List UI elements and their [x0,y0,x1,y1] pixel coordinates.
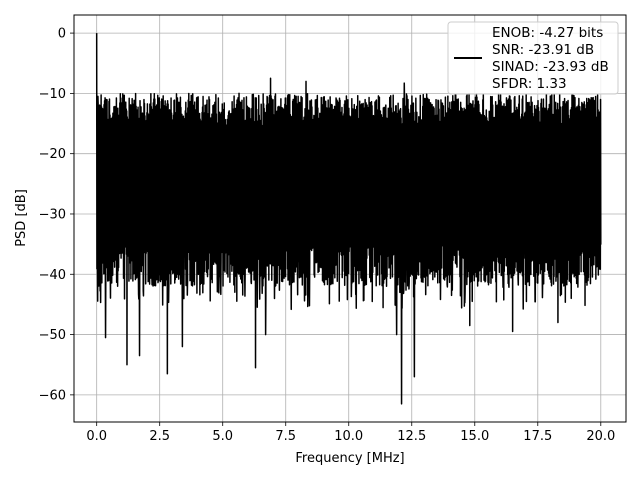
legend-line-enob: ENOB: -4.27 bits [492,25,603,41]
y-axis-label: PSD [dB] [14,189,29,247]
x-tick-label: 20.0 [586,429,615,444]
x-tick-label: 15.0 [460,429,489,444]
x-tick-label: 0.0 [86,429,107,444]
x-tick-label: 12.5 [397,429,426,444]
y-axis: 0 −10 −20 −30 −40 −50 −60 [39,27,74,403]
x-axis-label: Frequency [MHz] [295,451,404,466]
legend-line-snr: SNR: -23.91 dB [492,42,594,58]
plot-frame [73,14,627,423]
y-tick-label: −40 [39,268,66,283]
y-tick-label: 0 [58,27,66,42]
x-tick-label: 5.0 [212,429,233,444]
legend-line-sfdr: SFDR: 1.33 [492,76,567,92]
series-line-psd [95,33,602,405]
legend-box [447,21,619,95]
y-tick-label: −10 [39,87,66,102]
legend: ENOB: -4.27 bits SNR: -23.91 dB SINAD: -… [447,21,619,95]
x-tick-label: 2.5 [149,429,170,444]
x-tick-label: 17.5 [523,429,552,444]
legend-line-sinad: SINAD: -23.93 dB [492,59,609,75]
y-tick-label: −30 [39,207,66,222]
x-axis: 0.0 2.5 5.0 7.5 10.0 12.5 15.0 17.5 20.0 [86,422,615,444]
y-tick-label: −60 [39,388,66,403]
x-tick-label: 7.5 [275,429,296,444]
plot-area [95,33,602,405]
x-tick-label: 10.0 [334,429,363,444]
y-tick-label: −20 [39,147,66,162]
y-tick-label: −50 [39,328,66,343]
